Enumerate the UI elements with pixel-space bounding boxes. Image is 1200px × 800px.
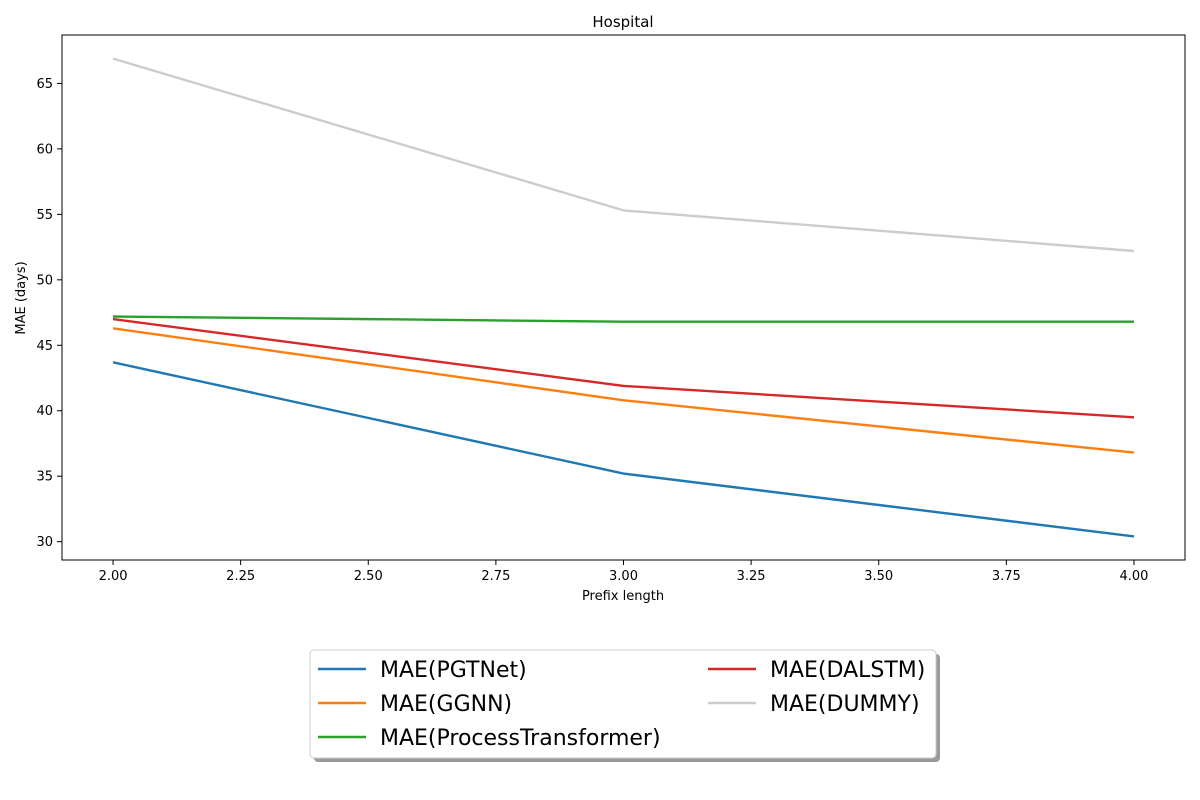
x-tick-label: 3.00	[609, 569, 638, 584]
x-axis: 2.00 2.25 2.50 2.75 3.00 3.25 3.50 3.75 4.00	[99, 560, 1148, 584]
x-tick-label: 3.25	[737, 569, 766, 584]
legend-label: MAE(DUMMY)	[770, 692, 920, 717]
y-tick-label: 60	[36, 142, 53, 157]
chart-title: Hospital	[592, 13, 653, 31]
series-line	[112, 57, 1135, 253]
y-tick-label: 40	[36, 404, 53, 419]
y-tick-label: 45	[36, 339, 53, 354]
y-tick-label: 30	[36, 535, 53, 550]
series-line	[112, 315, 1134, 323]
y-tick-label: 35	[36, 470, 53, 485]
legend: MAE(PGTNet) MAE(GGNN) MAE(ProcessTransform…	[309, 649, 940, 762]
series-lines	[112, 57, 1135, 538]
x-tick-label: 4.00	[1119, 569, 1148, 584]
legend-label: MAE(PGTNet)	[380, 658, 527, 683]
x-axis-label: Prefix length	[582, 589, 664, 604]
series-line	[112, 317, 1135, 419]
x-tick-label: 2.25	[226, 569, 255, 584]
x-tick-label: 3.50	[864, 569, 893, 584]
y-axis: 30 35 40 45 50 55 60 65	[36, 77, 62, 550]
series-line	[112, 327, 1135, 454]
legend-label: MAE(ProcessTransformer)	[380, 726, 661, 751]
plot-frame	[61, 34, 1186, 561]
x-tick-label: 3.75	[992, 569, 1021, 584]
y-tick-label: 50	[36, 273, 53, 288]
legend-box	[309, 649, 937, 759]
x-tick-label: 2.75	[481, 569, 510, 584]
legend-label: MAE(GGNN)	[380, 692, 512, 717]
x-tick-label: 2.50	[354, 569, 383, 584]
x-tick-label: 2.00	[99, 569, 128, 584]
series-line	[112, 361, 1135, 538]
legend-label: MAE(DALSTM)	[770, 658, 925, 683]
y-tick-label: 55	[36, 208, 53, 223]
y-axis-label: MAE (days)	[14, 261, 29, 334]
y-tick-label: 65	[36, 77, 53, 92]
